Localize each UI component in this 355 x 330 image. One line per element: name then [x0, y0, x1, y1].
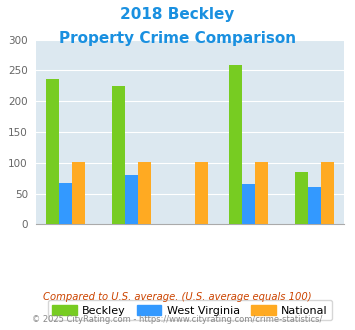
Bar	[59, 182, 72, 224]
Bar	[242, 184, 255, 224]
Text: © 2025 CityRating.com - https://www.cityrating.com/crime-statistics/: © 2025 CityRating.com - https://www.city…	[32, 315, 323, 324]
Bar	[125, 175, 138, 224]
Bar	[321, 162, 334, 224]
Bar	[138, 162, 151, 224]
Legend: Beckley, West Virginia, National: Beckley, West Virginia, National	[48, 300, 332, 320]
Bar	[308, 187, 321, 224]
Bar	[295, 172, 308, 224]
Bar	[195, 162, 208, 224]
Bar	[255, 162, 268, 224]
Text: Property Crime Comparison: Property Crime Comparison	[59, 31, 296, 46]
Text: 2018 Beckley: 2018 Beckley	[120, 7, 235, 21]
Bar	[46, 79, 59, 224]
Text: Compared to U.S. average. (U.S. average equals 100): Compared to U.S. average. (U.S. average …	[43, 292, 312, 302]
Bar	[72, 162, 85, 224]
Bar	[229, 65, 242, 224]
Bar	[112, 86, 125, 224]
